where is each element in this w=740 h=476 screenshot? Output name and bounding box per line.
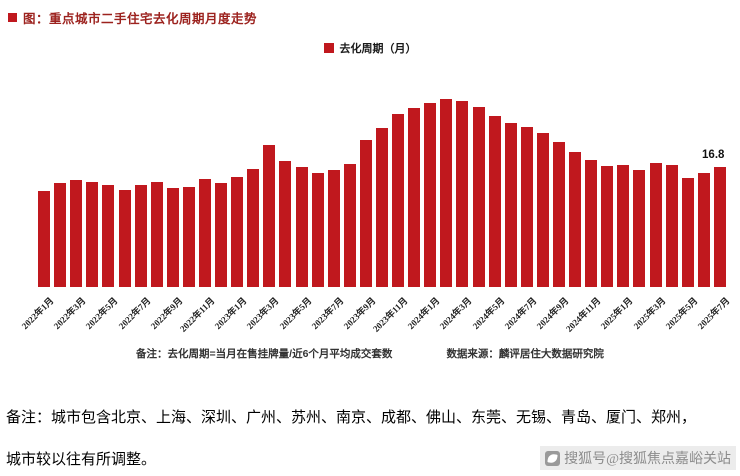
x-tick-label: 2022年1月 bbox=[19, 295, 56, 332]
title-bullet-icon bbox=[8, 13, 17, 22]
x-tick-label: 2024年3月 bbox=[438, 295, 474, 332]
legend-swatch-icon bbox=[323, 43, 334, 53]
bar bbox=[392, 113, 405, 287]
bar bbox=[633, 170, 646, 287]
bar bbox=[569, 151, 582, 287]
bar bbox=[553, 141, 566, 287]
bar bbox=[488, 116, 501, 287]
bar bbox=[472, 106, 485, 287]
bar bbox=[440, 98, 453, 287]
bar bbox=[118, 189, 131, 287]
watermark: 搜狐号@搜狐焦点嘉峪关站 bbox=[540, 446, 736, 470]
bar bbox=[343, 164, 356, 287]
bar bbox=[359, 140, 372, 287]
bar bbox=[198, 179, 211, 287]
x-tick-label: 2023年5月 bbox=[277, 295, 314, 332]
legend-label: 去化周期（月） bbox=[339, 43, 417, 55]
bar bbox=[279, 161, 292, 287]
bar bbox=[166, 188, 179, 287]
x-tick-label: 2023年7月 bbox=[309, 295, 346, 332]
bar bbox=[54, 182, 67, 287]
bar-value-label: 16.8 bbox=[702, 148, 725, 161]
bar bbox=[713, 166, 726, 287]
bar bbox=[311, 172, 324, 287]
x-tick-label: 2022年7月 bbox=[116, 295, 153, 332]
x-tick-label: 2025年1月 bbox=[599, 295, 635, 332]
x-tick-label: 2025年7月 bbox=[695, 295, 732, 332]
x-tick-label: 2024年1月 bbox=[406, 295, 442, 332]
bar bbox=[70, 180, 83, 287]
bar bbox=[327, 169, 340, 287]
watermark-text: 搜狐号@搜狐焦点嘉峪关站 bbox=[564, 452, 731, 467]
bottom-note-line2: 城市较以往有所调整。 bbox=[6, 452, 157, 468]
x-axis-labels: 2022年1月 2022年3月 2022年5月 2022年7月 2022年9月 2022年… bbox=[20, 292, 732, 350]
plot-area: 16.8 bbox=[36, 62, 728, 287]
bar bbox=[665, 164, 678, 287]
bar bbox=[38, 191, 51, 287]
bar bbox=[424, 102, 437, 287]
bar bbox=[231, 176, 244, 287]
x-tick-label: 2023年1月 bbox=[212, 295, 249, 332]
bar bbox=[86, 181, 99, 287]
bar bbox=[263, 145, 276, 287]
chart-title: 图：重点城市二手住宅去化周期月度走势 bbox=[23, 12, 258, 26]
bar bbox=[681, 177, 694, 287]
data-source: 数据来源：麟评居住大数据研究院 bbox=[446, 348, 604, 360]
legend: 去化周期（月） bbox=[0, 40, 740, 56]
bar bbox=[617, 165, 630, 287]
bar bbox=[601, 166, 614, 287]
x-tick-label: 2022年5月 bbox=[84, 295, 120, 332]
sohu-logo-icon bbox=[545, 450, 561, 466]
x-tick-label: 2022年3月 bbox=[51, 295, 88, 332]
x-tick-label: 2023年3月 bbox=[245, 295, 281, 332]
x-tick-label: 2024年5月 bbox=[470, 295, 507, 332]
bar bbox=[247, 169, 260, 287]
bar bbox=[182, 186, 195, 287]
bar bbox=[536, 133, 549, 287]
chart-title-row: 图：重点城市二手住宅去化周期月度走势 bbox=[8, 8, 257, 27]
bar bbox=[215, 183, 228, 287]
x-tick-label: 2025年3月 bbox=[631, 295, 668, 332]
bar bbox=[649, 162, 662, 287]
bar bbox=[504, 122, 517, 287]
bar bbox=[697, 173, 710, 287]
bar bbox=[456, 101, 469, 287]
bar bbox=[376, 127, 388, 287]
chart-footnotes: 备注：去化周期=当月在售挂牌量/近6个月平均成交套数 数据来源：麟评居住大数据研… bbox=[0, 346, 740, 361]
x-tick-label: 2025年5月 bbox=[663, 295, 700, 332]
bar bbox=[295, 166, 308, 287]
bottom-note-line1: 备注：城市包含北京、上海、深圳、广州、苏州、南京、成都、佛山、东莞、无锡、青岛、… bbox=[6, 410, 697, 426]
bar bbox=[585, 159, 598, 287]
bar bbox=[520, 126, 533, 287]
bar bbox=[150, 181, 163, 287]
x-tick-label: 2024年7月 bbox=[502, 295, 539, 332]
note-formula: 备注：去化周期=当月在售挂牌量/近6个月平均成交套数 bbox=[136, 348, 393, 360]
bar bbox=[408, 107, 421, 287]
bar bbox=[134, 184, 147, 287]
bar bbox=[102, 185, 115, 287]
